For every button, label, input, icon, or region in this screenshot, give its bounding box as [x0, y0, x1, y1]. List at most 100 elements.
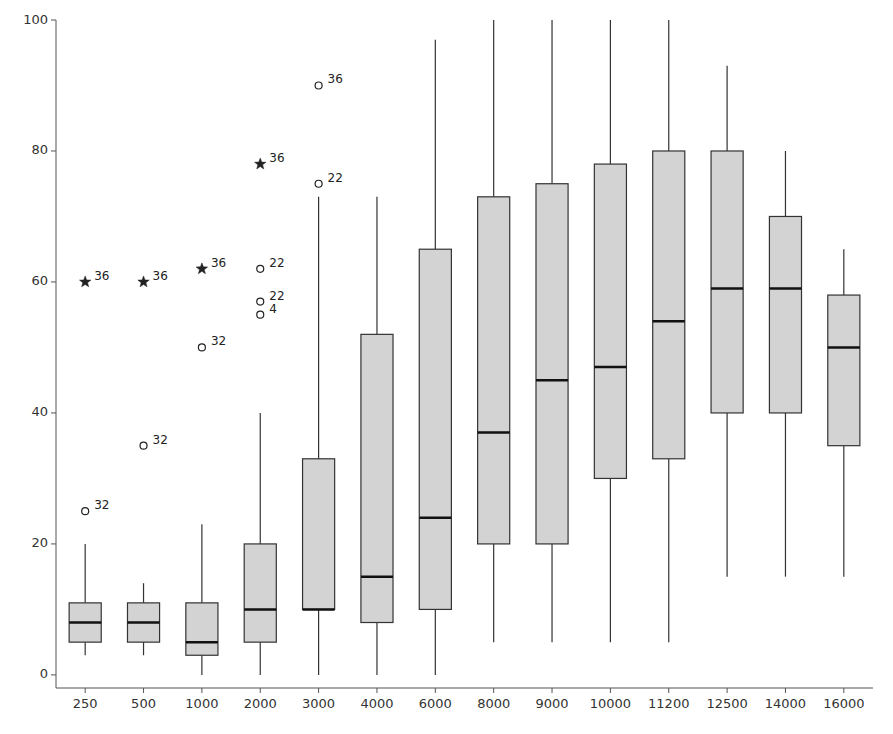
median [127, 621, 159, 624]
whisker-high [435, 40, 436, 250]
whisker-high [85, 544, 86, 603]
x-tick-label: 14000 [765, 696, 806, 711]
y-tick [51, 281, 56, 282]
median [303, 608, 335, 611]
y-tick-label: 60 [31, 273, 48, 288]
median [244, 608, 276, 611]
flier-star [138, 276, 149, 287]
x-tick-label: 1000 [185, 696, 218, 711]
x-tick [668, 688, 669, 693]
x-tick [85, 688, 86, 693]
box [594, 164, 626, 478]
median [361, 575, 393, 578]
x-tick [610, 688, 611, 693]
flier-circle [257, 265, 264, 272]
median [536, 379, 568, 382]
axes: 0204060801002505001000200030004000600080… [23, 12, 873, 712]
whisker-low [668, 459, 669, 642]
x-tick-label: 16000 [823, 696, 864, 711]
chart: 0204060801002505001000200030004000600080… [0, 0, 893, 734]
flier-label: 36 [153, 269, 168, 283]
flier-label: 32 [94, 498, 109, 512]
whisker-low [435, 609, 436, 674]
flier-circle [257, 311, 264, 318]
box [828, 295, 860, 446]
median [769, 287, 801, 290]
x-tick-label: 12500 [706, 696, 747, 711]
flier-circle [257, 298, 264, 305]
flier-label: 22 [328, 171, 343, 185]
y-tick-label: 40 [31, 404, 48, 419]
whisker-low [843, 446, 844, 577]
whisker-low [201, 655, 202, 675]
box [769, 216, 801, 412]
x-tick-label: 8000 [477, 696, 510, 711]
x-tick-label: 11200 [648, 696, 689, 711]
x-tick-label: 3000 [302, 696, 335, 711]
whisker-high [318, 197, 319, 459]
x-tick [552, 688, 553, 693]
x-tick-label: 4000 [360, 696, 393, 711]
x-tick [201, 688, 202, 693]
whisker-high [668, 20, 669, 151]
flier-circle [315, 180, 322, 187]
flier-label: 32 [211, 334, 226, 348]
median [478, 431, 510, 434]
x-tick [435, 688, 436, 693]
flier-circle [140, 442, 147, 449]
x-tick-label: 250 [73, 696, 98, 711]
whisker-high [201, 524, 202, 603]
x-tick [143, 688, 144, 693]
y-tick-label: 0 [40, 666, 48, 681]
median [711, 287, 743, 290]
median [419, 516, 451, 519]
whisker-low [143, 642, 144, 655]
median [653, 320, 685, 323]
box [711, 151, 743, 413]
box [303, 459, 335, 610]
x-axis-line [56, 688, 873, 689]
flier-circle [82, 508, 89, 515]
y-tick [51, 412, 56, 413]
x-tick-label: 500 [131, 696, 156, 711]
x-tick-label: 2000 [244, 696, 277, 711]
box [244, 544, 276, 642]
flier-label: 36 [269, 151, 284, 165]
median [186, 641, 218, 644]
whisker-low [85, 642, 86, 655]
x-tick [785, 688, 786, 693]
whisker-low [785, 413, 786, 577]
flier-circle [315, 82, 322, 89]
median [828, 346, 860, 349]
x-tick [493, 688, 494, 693]
flier-circle [198, 344, 205, 351]
marks [69, 20, 860, 675]
box [186, 603, 218, 655]
box [653, 151, 685, 459]
flier-label: 36 [94, 269, 109, 283]
whisker-high [843, 249, 844, 295]
y-tick [51, 543, 56, 544]
whisker-low [493, 544, 494, 642]
flier-label: 22 [269, 256, 284, 270]
flier-label: 4 [269, 302, 277, 316]
whisker-high [376, 197, 377, 335]
whisker-low [551, 544, 552, 642]
x-tick-label: 9000 [535, 696, 568, 711]
whisker-high [493, 20, 494, 197]
y-tick-label: 20 [31, 535, 48, 550]
whisker-low [727, 413, 728, 577]
x-tick [318, 688, 319, 693]
x-tick-label: 6000 [419, 696, 452, 711]
y-tick-label: 100 [23, 12, 48, 27]
box [361, 334, 393, 622]
x-tick [260, 688, 261, 693]
x-tick [843, 688, 844, 693]
whisker-high [610, 20, 611, 164]
box [478, 197, 510, 544]
flier-label: 36 [328, 72, 343, 86]
y-tick [51, 674, 56, 675]
whisker-low [318, 609, 319, 674]
y-tick [51, 20, 56, 21]
whisker-low [610, 478, 611, 642]
